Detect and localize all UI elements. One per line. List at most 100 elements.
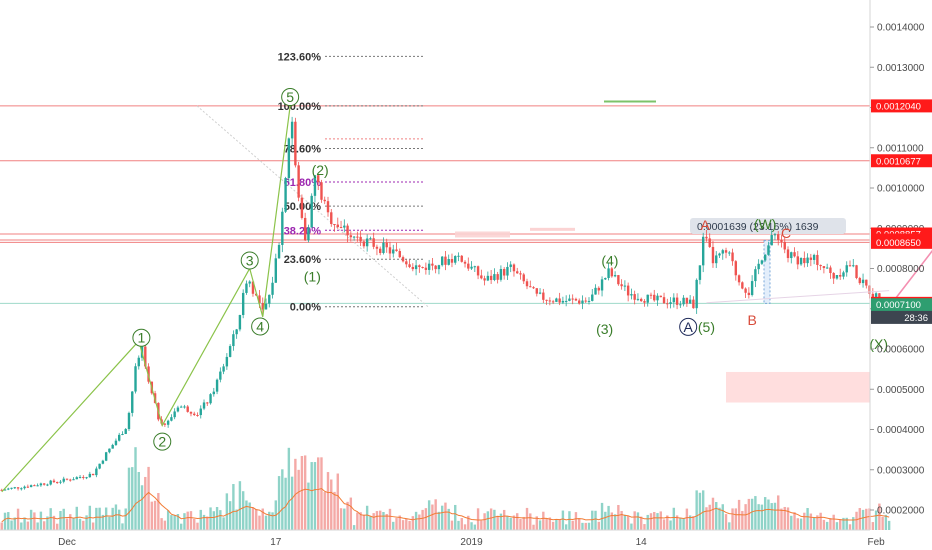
volume-bar (483, 513, 486, 530)
volume-bar (3, 512, 7, 530)
candle-body (235, 329, 238, 335)
candle-body (597, 287, 600, 291)
volume-bar (767, 499, 770, 530)
volume-bar (480, 520, 483, 530)
volume-bar (852, 517, 855, 530)
volume-bar (290, 476, 294, 530)
volume-bar (408, 520, 411, 530)
wave-label[interactable]: 4 (256, 318, 264, 334)
target-zone[interactable] (726, 371, 870, 403)
candle-body (65, 478, 69, 480)
candle-body (777, 234, 780, 240)
volume-bar (825, 521, 829, 530)
candle-body (166, 420, 170, 425)
volume-bar (336, 473, 339, 530)
wave-label[interactable]: (W) (754, 216, 777, 232)
volume-bar (607, 505, 610, 530)
volume-bar (69, 514, 72, 530)
volume-bar (711, 497, 715, 530)
volume-bar (91, 522, 95, 530)
candle-body (271, 282, 274, 295)
volume-bar (640, 516, 643, 530)
projection-guide (706, 290, 890, 304)
candle-body (476, 266, 480, 276)
wave-label[interactable]: 2 (158, 434, 166, 450)
volume-bar (202, 514, 206, 530)
volume-bar (108, 516, 111, 530)
volume-bar (261, 508, 264, 530)
volume-bar (734, 508, 738, 530)
volume-bar (323, 492, 326, 530)
volume-bar (881, 516, 884, 530)
horizontal-levels (0, 105, 870, 304)
wave-label[interactable]: C (781, 225, 791, 241)
volume-bar (757, 504, 760, 530)
candle-body (42, 483, 46, 485)
volume-bar (153, 500, 157, 530)
candle-body (835, 275, 839, 279)
time-axis[interactable]: Dec17201914Feb11Mar1121 (0, 529, 932, 548)
measure-range-box[interactable] (763, 239, 771, 304)
candle-body (29, 485, 33, 488)
wave-label[interactable]: (4) (601, 252, 618, 268)
impulse-wave-path (1, 105, 291, 493)
volume-bar (822, 519, 826, 530)
wave-label[interactable]: A (700, 217, 710, 233)
wave-label[interactable]: B (747, 312, 756, 328)
volume-bar (499, 513, 503, 530)
candle-body (819, 264, 822, 267)
volume-bar (750, 498, 754, 530)
price-range-measure[interactable]: 0.0001639 (23.16%) 1639 (690, 218, 846, 304)
candle-body (561, 300, 565, 303)
volume-bar (258, 515, 261, 530)
volume-bar (688, 515, 692, 530)
wave-label[interactable]: (2) (312, 162, 329, 178)
wave-label[interactable]: (1) (304, 269, 321, 285)
wave-label[interactable]: (5) (698, 319, 715, 335)
candle-body (604, 277, 607, 280)
candle-body (91, 473, 95, 476)
volume-bar (545, 518, 548, 530)
volume-bar (636, 512, 640, 530)
candle-body (564, 300, 568, 302)
volume-bar (163, 520, 167, 530)
volume-bar (52, 515, 56, 530)
elliott-wave-impulse[interactable] (1, 105, 291, 493)
candle-body (440, 256, 444, 266)
wave-label[interactable]: 3 (246, 252, 254, 268)
volume-bar (287, 447, 291, 530)
wave-label[interactable]: (X) (869, 336, 888, 352)
volume-bar (623, 514, 627, 530)
volume-bar (884, 514, 888, 530)
volume-bar (121, 523, 124, 530)
wave-label[interactable]: (3) (596, 321, 613, 337)
wave-label[interactable]: 1 (137, 330, 145, 346)
volume-bar (219, 510, 222, 530)
volume-bar (839, 519, 842, 530)
volume-bar (118, 509, 121, 530)
candle-body (408, 264, 411, 268)
volume-bar (450, 520, 454, 530)
price-axis[interactable]: 0.00140000.00130000.00120000.00110000.00… (869, 0, 932, 530)
candle-body (659, 295, 662, 298)
candle-body (330, 212, 333, 225)
volume-bar (395, 518, 398, 530)
volume-bar (626, 515, 630, 530)
time-tick-label: Dec (58, 537, 76, 548)
candle-body (646, 294, 649, 303)
volume-bar (806, 508, 809, 530)
candle-body (36, 485, 39, 487)
candle-body (346, 225, 349, 236)
volume-bar (232, 484, 235, 530)
wave-label[interactable]: 5 (286, 89, 294, 105)
candle-body (695, 279, 698, 309)
candle-body (790, 252, 793, 259)
candle-body (480, 275, 483, 279)
candle-body (209, 394, 212, 404)
volume-bar (424, 508, 428, 530)
wave-label[interactable]: A (684, 319, 694, 335)
price-badge (871, 235, 932, 249)
